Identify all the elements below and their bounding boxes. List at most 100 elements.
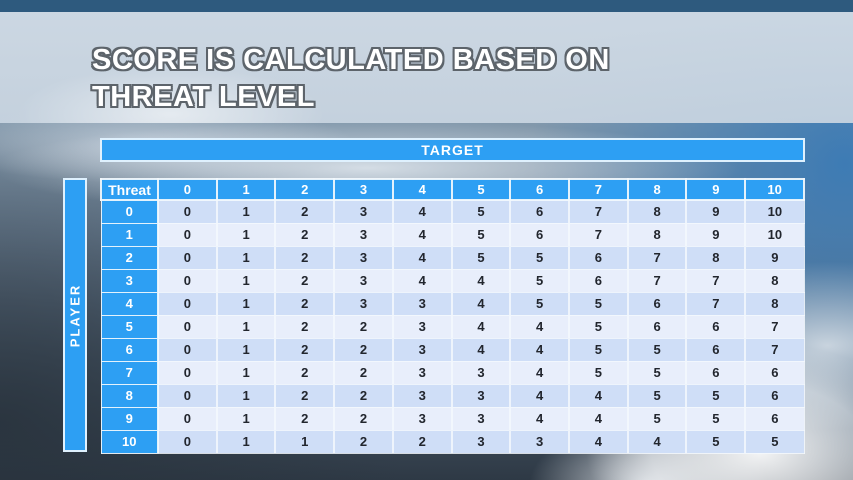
score-cell: 4 xyxy=(450,314,511,339)
score-cell: 0 xyxy=(157,291,218,316)
score-cell: 5 xyxy=(626,406,687,431)
target-axis-band: TARGET xyxy=(100,138,805,162)
score-cell: 3 xyxy=(450,406,511,431)
score-cell: 5 xyxy=(626,337,687,362)
score-cell: 6 xyxy=(744,383,805,408)
score-cell: 3 xyxy=(391,337,453,362)
score-cell: 4 xyxy=(391,268,453,293)
score-cell: 3 xyxy=(450,429,511,454)
score-matrix-table: Threat 0 1 2 3 4 5 6 7 8 9 10 0 0 1 2 3 4 5 6 7 8 9 10 1 0 1 2 3 4 5… xyxy=(100,178,805,454)
score-cell: 6 xyxy=(744,360,805,385)
threat-corner-label: Threat xyxy=(100,178,159,201)
score-cell: 4 xyxy=(509,337,570,362)
score-cell: 5 xyxy=(450,199,511,224)
score-cell: 4 xyxy=(509,360,570,385)
score-cell: 0 xyxy=(157,314,218,339)
score-cell: 0 xyxy=(157,199,218,224)
target-label: TARGET xyxy=(421,142,484,158)
column-header-cell: 2 xyxy=(274,178,336,201)
score-cell: 4 xyxy=(391,222,453,247)
score-cell: 4 xyxy=(450,337,511,362)
row-header-cell: 6 xyxy=(100,337,159,362)
score-cell: 4 xyxy=(450,291,511,316)
column-header-cell: 7 xyxy=(568,178,629,201)
score-cell: 2 xyxy=(274,291,335,316)
score-cell: 2 xyxy=(274,268,335,293)
score-matrix-header: Threat 0 1 2 3 4 5 6 7 8 9 10 xyxy=(100,178,805,201)
score-cell: 3 xyxy=(333,245,394,270)
player-axis-band: PLAYER xyxy=(63,178,87,452)
score-cell: 6 xyxy=(685,337,746,362)
score-cell: 6 xyxy=(744,406,805,431)
column-header-cell: 6 xyxy=(509,178,571,201)
score-cell: 3 xyxy=(391,406,453,431)
score-cell: 0 xyxy=(157,337,218,362)
score-cell: 5 xyxy=(568,314,629,339)
score-cell: 4 xyxy=(450,268,511,293)
column-header-cell: 4 xyxy=(391,178,453,201)
score-cell: 5 xyxy=(450,245,511,270)
score-cell: 9 xyxy=(685,222,746,247)
score-cell: 5 xyxy=(509,245,570,270)
score-cell: 2 xyxy=(333,383,394,408)
title-banner: SCORE IS CALCULATED BASED ON THREAT LEVE… xyxy=(0,12,853,123)
score-cell: 3 xyxy=(333,291,394,316)
score-cell: 6 xyxy=(626,291,687,316)
column-header-cell: 5 xyxy=(450,178,512,201)
score-cell: 5 xyxy=(626,383,687,408)
score-cell: 3 xyxy=(333,222,394,247)
score-row: 1 0 1 2 3 4 5 6 7 8 9 10 xyxy=(100,222,805,247)
score-cell: 3 xyxy=(391,360,453,385)
score-cell: 6 xyxy=(509,222,570,247)
score-cell: 5 xyxy=(568,291,629,316)
score-cell: 3 xyxy=(333,268,394,293)
score-cell: 4 xyxy=(391,199,453,224)
score-cell: 2 xyxy=(333,429,394,454)
player-label: PLAYER xyxy=(67,283,83,347)
score-cell: 2 xyxy=(274,222,335,247)
row-header-cell: 10 xyxy=(100,429,159,454)
score-row: 0 0 1 2 3 4 5 6 7 8 9 10 xyxy=(100,199,805,224)
score-cell: 0 xyxy=(157,360,218,385)
score-cell: 8 xyxy=(626,222,687,247)
score-cell: 7 xyxy=(685,291,746,316)
row-header-cell: 5 xyxy=(100,314,159,339)
column-header-cell: 10 xyxy=(744,178,805,201)
score-cell: 6 xyxy=(685,360,746,385)
score-cell: 2 xyxy=(274,337,335,362)
top-accent-band xyxy=(0,0,853,12)
score-cell: 3 xyxy=(333,199,394,224)
score-cell: 4 xyxy=(509,383,570,408)
score-cell: 8 xyxy=(626,199,687,224)
score-cell: 2 xyxy=(274,245,335,270)
row-header-cell: 7 xyxy=(100,360,159,385)
row-header-cell: 0 xyxy=(100,199,159,224)
score-cell: 0 xyxy=(157,406,218,431)
score-cell: 2 xyxy=(333,406,394,431)
score-cell: 0 xyxy=(157,222,218,247)
score-cell: 3 xyxy=(450,360,511,385)
score-cell: 1 xyxy=(215,222,276,247)
score-cell: 4 xyxy=(391,245,453,270)
score-cell: 9 xyxy=(744,245,805,270)
score-cell: 0 xyxy=(157,429,218,454)
score-cell: 7 xyxy=(685,268,746,293)
score-cell: 1 xyxy=(215,360,276,385)
score-cell: 8 xyxy=(744,291,805,316)
score-cell: 6 xyxy=(626,314,687,339)
row-header-cell: 8 xyxy=(100,383,159,408)
row-header-cell: 2 xyxy=(100,245,159,270)
score-cell: 5 xyxy=(568,360,629,385)
score-cell: 5 xyxy=(509,268,570,293)
score-cell: 2 xyxy=(274,383,335,408)
column-header-cell: 0 xyxy=(157,178,218,201)
score-cell: 3 xyxy=(391,383,453,408)
score-cell: 4 xyxy=(568,406,629,431)
score-cell: 5 xyxy=(685,383,746,408)
score-cell: 1 xyxy=(215,199,276,224)
